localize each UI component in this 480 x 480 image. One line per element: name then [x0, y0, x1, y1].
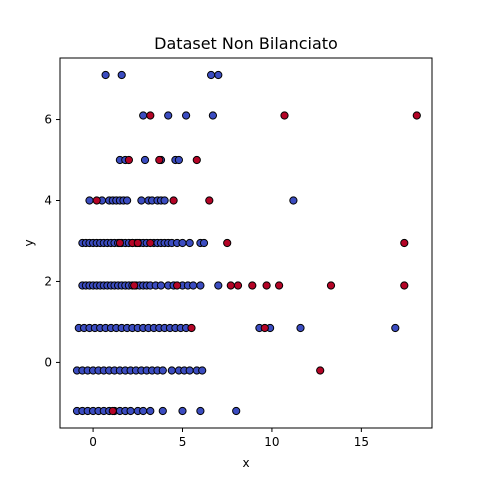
data-point-majority [139, 111, 148, 120]
data-point-minority [115, 238, 125, 248]
data-point-minority [155, 155, 164, 165]
data-point-minority [223, 238, 232, 248]
data-point-majority [85, 196, 94, 205]
data-point-majority [296, 323, 305, 333]
data-point-majority [289, 196, 298, 205]
data-point-majority [140, 155, 150, 165]
plot-frame [59, 57, 433, 429]
y-axis: 0 2 4 6 [44, 113, 60, 369]
chart-title: Dataset Non Bilanciato [154, 34, 338, 53]
data-point-minority [146, 111, 155, 120]
data-point-majority [185, 366, 194, 375]
data-point-minority [280, 111, 289, 120]
data-point-minority [146, 238, 155, 248]
points-layer [72, 70, 421, 416]
data-point-majority [391, 323, 400, 333]
data-point-minority [412, 111, 421, 120]
y-tick-label: 2 [44, 274, 52, 288]
x-axis: 0 5 10 15 [89, 428, 369, 449]
data-point-minority [226, 281, 235, 290]
data-point-majority [158, 366, 167, 375]
data-point-minority [262, 281, 271, 290]
y-tick-label: 6 [44, 113, 52, 127]
data-point-minority [233, 281, 243, 290]
data-point-minority [187, 323, 196, 333]
data-point-minority [260, 323, 269, 333]
data-point-majority [182, 111, 191, 120]
data-point-minority [192, 155, 201, 165]
x-tick-label: 0 [89, 435, 97, 449]
data-point-majority [167, 366, 176, 375]
y-tick-label: 4 [44, 193, 52, 207]
data-point-minority [400, 281, 409, 290]
data-point-minority [169, 196, 178, 205]
data-point-majority [158, 406, 167, 416]
data-point-majority [178, 406, 187, 416]
data-point-majority [199, 238, 209, 248]
x-tick-label: 5 [179, 435, 187, 449]
data-point-minority [108, 406, 117, 416]
data-point-minority [130, 281, 139, 290]
data-point-majority [160, 196, 169, 205]
data-point-minority [275, 281, 284, 290]
data-point-majority [207, 70, 216, 80]
data-point-majority [164, 111, 173, 120]
data-point-majority [208, 111, 217, 120]
data-point-majority [196, 406, 205, 416]
data-point-majority [156, 281, 166, 290]
data-point-minority [92, 196, 101, 205]
x-axis-label: x [242, 456, 249, 470]
data-point-majority [189, 281, 198, 290]
data-point-minority [248, 281, 257, 290]
data-point-majority [214, 281, 223, 290]
data-point-majority [101, 70, 110, 80]
y-axis-label: y [22, 239, 36, 246]
data-point-majority [185, 238, 194, 248]
data-point-minority [205, 196, 214, 205]
x-tick-label: 10 [264, 435, 279, 449]
data-point-majority [232, 406, 241, 416]
data-point-majority [126, 406, 135, 416]
data-point-majority [146, 406, 155, 416]
data-point-majority [178, 238, 187, 248]
data-point-minority [124, 155, 133, 165]
data-point-majority [214, 70, 223, 80]
x-tick-label: 15 [354, 435, 369, 449]
data-point-majority [196, 281, 205, 290]
data-point-minority [326, 281, 336, 290]
data-point-majority [139, 406, 148, 416]
data-point-minority [316, 366, 325, 375]
data-point-majority [117, 70, 126, 80]
data-point-majority [137, 196, 146, 205]
data-point-minority [133, 238, 142, 248]
data-point-majority [174, 155, 183, 165]
y-tick-label: 0 [44, 355, 52, 369]
data-point-minority [173, 281, 182, 290]
data-point-majority [123, 196, 132, 205]
data-point-minority [400, 238, 409, 248]
data-point-majority [198, 366, 207, 375]
